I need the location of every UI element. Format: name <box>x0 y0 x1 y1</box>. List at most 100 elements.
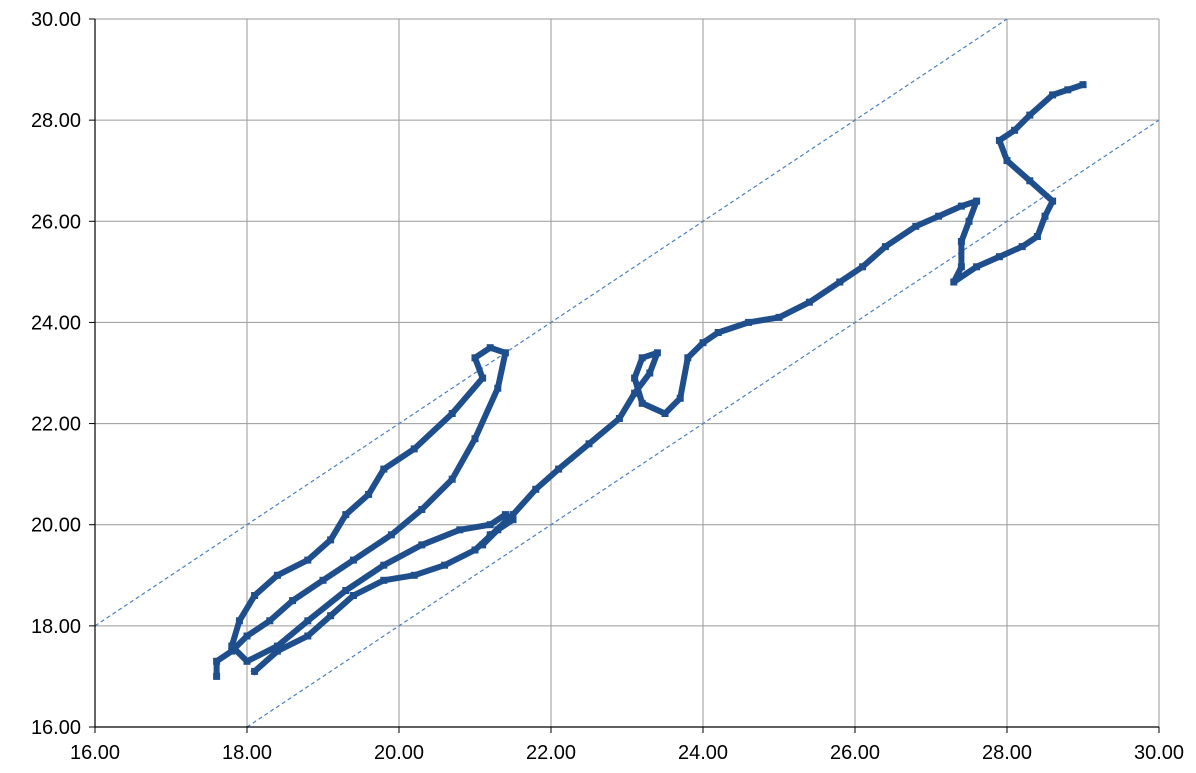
data-point <box>448 410 456 417</box>
data-point <box>471 546 479 554</box>
data-point <box>1018 243 1026 251</box>
data-point <box>1026 177 1034 185</box>
data-point <box>631 374 639 382</box>
data-point <box>661 410 669 417</box>
data-point <box>1026 111 1034 119</box>
y-tick-label: 20.00 <box>31 515 81 537</box>
data-point <box>410 445 418 453</box>
data-point <box>957 202 965 210</box>
data-point <box>289 597 297 605</box>
data-point <box>349 556 357 564</box>
data-point <box>235 617 243 625</box>
data-point <box>1079 81 1087 89</box>
x-axis-tick-labels: 16.00 18.00 20.00 22.00 24.00 26.00 28.00 30.00 <box>70 742 1184 764</box>
data-point <box>950 278 958 286</box>
data-point <box>349 592 357 599</box>
data-point <box>501 511 509 519</box>
data-point <box>243 632 251 640</box>
data-point <box>957 238 965 245</box>
data-point <box>471 435 479 443</box>
data-point <box>684 354 692 362</box>
y-tick-label: 30.00 <box>31 9 81 31</box>
series-line-2 <box>250 80 1087 676</box>
data-point <box>1033 233 1041 240</box>
data-point <box>251 667 259 675</box>
data-point <box>273 647 281 655</box>
data-point <box>327 612 335 620</box>
data-point <box>973 263 981 271</box>
data-point <box>995 253 1003 261</box>
data-point <box>699 339 707 347</box>
reference-line-1 <box>95 19 1008 627</box>
data-point <box>213 657 221 665</box>
data-point <box>365 490 373 498</box>
data-point <box>243 657 251 665</box>
data-point <box>957 263 965 271</box>
data-point <box>615 415 623 422</box>
data-point <box>327 536 335 544</box>
data-point <box>638 399 646 407</box>
x-tick-label: 26.00 <box>830 742 880 764</box>
data-point <box>965 217 973 225</box>
data-point <box>342 587 350 594</box>
series-line-1 <box>213 344 516 680</box>
data-point <box>995 136 1003 144</box>
data-point <box>380 465 388 473</box>
data-point <box>646 369 654 377</box>
x-tick-label: 28.00 <box>982 742 1032 764</box>
data-point <box>1003 157 1011 165</box>
data-point <box>912 222 920 230</box>
data-point <box>304 556 312 564</box>
y-tick-label: 26.00 <box>31 211 81 233</box>
data-point <box>631 389 639 397</box>
data-point <box>1011 126 1019 134</box>
data-point <box>273 571 281 579</box>
data-point <box>486 344 494 352</box>
data-point <box>456 526 464 534</box>
data-point <box>251 592 259 599</box>
data-point <box>653 349 661 357</box>
y-tick-label: 28.00 <box>31 110 81 132</box>
data-point <box>213 672 221 680</box>
data-point <box>448 475 456 483</box>
data-point <box>228 647 236 655</box>
data-point <box>935 212 943 220</box>
data-point <box>775 313 783 321</box>
data-point <box>509 511 517 519</box>
x-tick-label: 24.00 <box>678 742 728 764</box>
data-point <box>471 354 479 362</box>
data-series <box>213 80 1087 680</box>
data-point <box>745 318 753 326</box>
data-point <box>228 642 236 650</box>
data-point <box>387 531 395 539</box>
data-point <box>509 516 517 524</box>
axes <box>89 18 1160 733</box>
reference-line-2 <box>246 119 1159 727</box>
data-point <box>676 394 684 402</box>
data-point <box>714 329 722 336</box>
data-point <box>486 521 494 529</box>
data-point <box>273 642 281 650</box>
data-point <box>319 576 327 584</box>
data-point <box>836 278 844 286</box>
reference-lines <box>95 19 1159 727</box>
y-tick-label: 16.00 <box>31 717 81 739</box>
data-point <box>410 571 418 579</box>
data-point <box>479 374 487 382</box>
data-point <box>1064 86 1072 94</box>
data-point <box>418 541 426 549</box>
data-point <box>380 561 388 569</box>
x-tick-label: 16.00 <box>70 742 120 764</box>
data-point <box>1041 212 1049 220</box>
x-tick-label: 20.00 <box>374 742 424 764</box>
x-tick-label: 30.00 <box>1134 742 1184 764</box>
y-axis-tick-labels: 16.00 18.00 20.00 22.00 24.00 26.00 28.00 30.00 <box>31 9 81 739</box>
data-point <box>555 465 563 473</box>
data-point <box>304 617 312 625</box>
data-point <box>501 349 509 357</box>
data-point <box>494 384 502 392</box>
data-point <box>585 440 593 448</box>
data-point <box>342 511 350 519</box>
grid <box>94 18 1160 728</box>
y-tick-label: 24.00 <box>31 312 81 334</box>
